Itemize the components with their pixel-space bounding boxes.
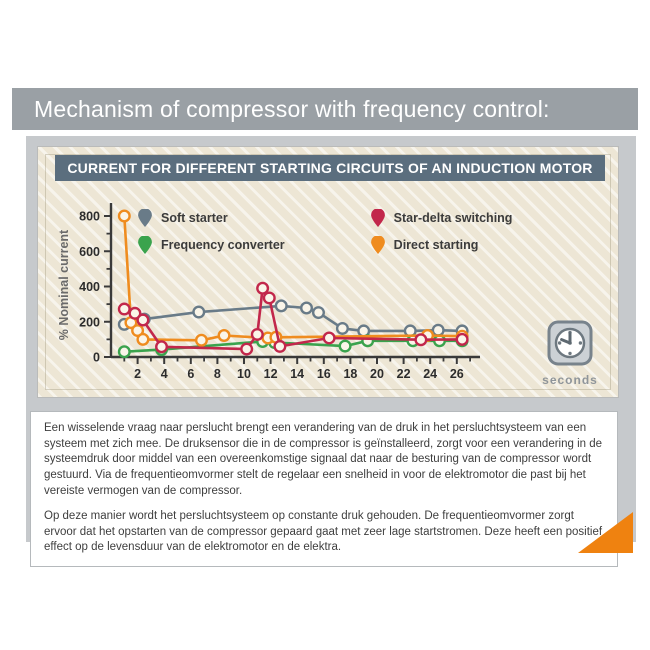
data-point-marker [273,339,287,353]
chart-legend: Soft starter Frequency converter Star-delt… [138,209,512,254]
clock-icon [547,320,593,366]
y-tick-label: 600 [79,245,100,259]
data-point-marker [117,302,131,316]
legend-column: Soft starter Frequency converter [138,209,285,254]
data-point-marker [194,333,208,347]
y-tick-label: 400 [79,280,100,294]
data-point-marker [117,209,131,223]
chart-panel: CURRENT FOR DIFFERENT STARTING CIRCUITS … [38,147,618,397]
data-point-marker [335,321,349,335]
pin-marker-icon [370,236,385,254]
data-point-marker [250,327,264,341]
x-tick-label: 22 [397,367,411,381]
data-point-marker [300,301,314,315]
x-tick-label: 20 [370,367,384,381]
x-tick-label: 18 [343,367,357,381]
data-point-marker [240,342,254,356]
data-point-marker [262,291,276,305]
description-paragraph-2: Op deze manier wordt het persluchtsystee… [44,510,603,554]
corner-triangle-decoration [578,512,633,553]
legend-label: Direct starting [393,238,479,252]
legend-label: Star-delta switching [393,211,513,225]
legend-item-star-delta-switching: Star-delta switching [370,209,513,227]
page-title: Mechanism of compressor with frequency c… [12,88,638,130]
data-point-marker [136,313,150,327]
data-point-marker [311,306,325,320]
x-tick-label: 8 [214,367,221,381]
legend-column: Star-delta switching Direct starting [370,209,513,254]
data-point-marker [128,306,142,320]
x-tick-label: 14 [290,367,304,381]
x-tick-label: 12 [264,367,278,381]
data-point-marker [414,333,428,347]
chart-title: CURRENT FOR DIFFERENT STARTING CIRCUITS … [55,155,605,181]
legend-item-soft-starter: Soft starter [138,209,285,227]
x-tick-label: 6 [187,367,194,381]
data-point-marker [455,332,469,346]
data-point-marker [274,299,288,313]
y-tick-label: 800 [79,210,100,224]
x-tick-label: 26 [450,367,464,381]
pin-marker-icon [370,209,385,227]
x-tick-label: 24 [423,367,437,381]
data-point-marker [192,305,206,319]
data-point-marker [431,323,445,337]
data-point-marker [117,345,131,359]
y-tick-label: 0 [93,351,100,365]
legend-item-direct-starting: Direct starting [370,236,513,254]
data-point-marker [322,331,336,345]
x-tick-label: 10 [237,367,251,381]
description-paragraph-1: Een wisselende vraag naar perslucht bren… [44,422,603,497]
pin-marker-icon [138,236,152,254]
data-point-marker [155,340,169,354]
data-point-marker [136,332,150,346]
data-point-marker [338,339,352,353]
legend-label: Soft starter [161,211,228,225]
y-axis-label: % Nominal current [57,229,71,340]
x-tick-label: 2 [134,367,141,381]
x-tick-label: 4 [161,367,168,381]
data-point-marker [217,328,231,342]
legend-label: Frequency converter [161,238,285,252]
pin-marker-icon [138,209,152,227]
description-text-box: Een wisselende vraag naar perslucht bren… [30,411,618,567]
y-tick-label: 200 [79,315,100,329]
time-indicator: seconds [536,320,604,387]
data-point-marker [256,281,270,295]
legend-item-frequency-converter: Frequency converter [138,236,285,254]
x-axis-unit-label: seconds [542,373,598,387]
x-tick-label: 16 [317,367,331,381]
